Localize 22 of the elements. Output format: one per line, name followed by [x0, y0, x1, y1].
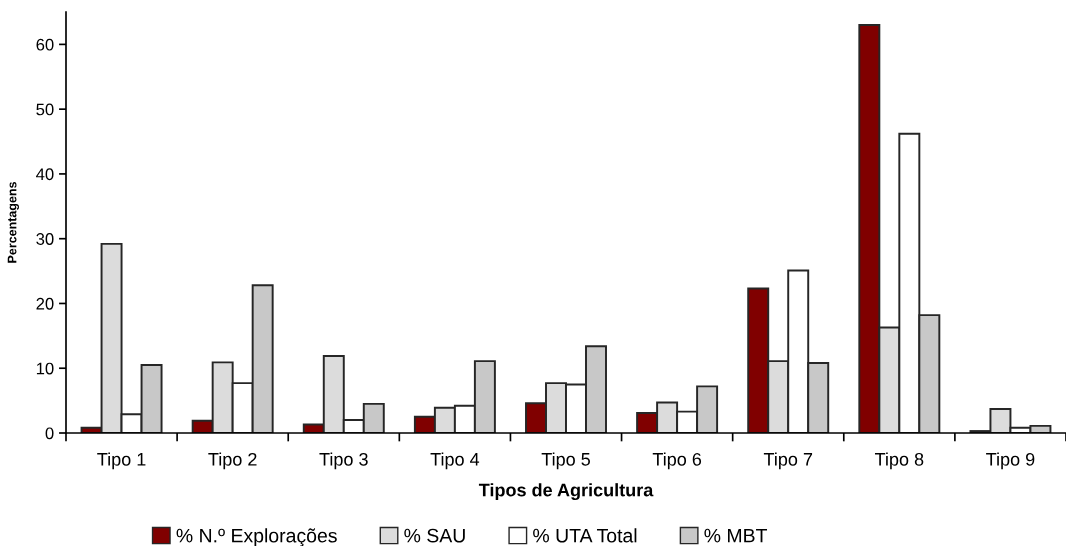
x-tick-label: Tipo 9 [986, 452, 1035, 470]
y-tick-label: 50 [36, 103, 54, 116]
y-tick-label: 60 [36, 38, 54, 51]
x-tick-label: Tipo 2 [208, 452, 257, 470]
x-tick-label: Tipo 3 [319, 452, 368, 470]
x-tick-label: Tipo 7 [763, 452, 813, 470]
x-tick-label: Tipo 6 [652, 452, 702, 470]
y-tick-label: 40 [36, 168, 54, 181]
y-tick-label: 20 [36, 297, 54, 310]
x-axis-title: Tipos de Agricultura [478, 483, 654, 501]
y-tick-label: 10 [36, 362, 54, 375]
legend-label: % SAU [404, 528, 465, 543]
y-axis-title: Percentagens [7, 182, 19, 263]
legend-label: % UTA Total [533, 528, 637, 543]
x-tick-label: Tipo 8 [874, 452, 924, 470]
x-tick-label: Tipo 4 [430, 452, 480, 470]
legend-label: % MBT [704, 528, 768, 543]
y-tick-label: 30 [36, 233, 54, 245]
y-tick-label: 0 [45, 427, 54, 440]
legend-label: % N.º Explorações [176, 528, 337, 546]
x-tick-label: Tipo 1 [97, 452, 146, 470]
x-tick-label: Tipo 5 [541, 452, 590, 470]
